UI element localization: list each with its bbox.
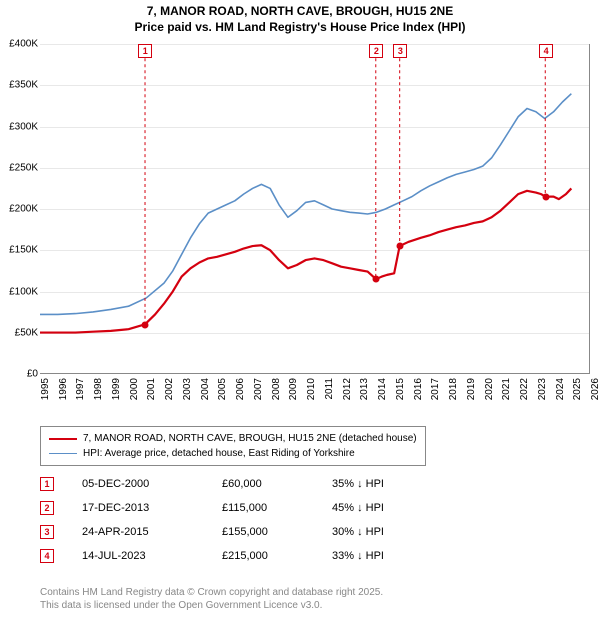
y-tick-label: £100K	[9, 286, 38, 297]
x-tick-label: 2016	[413, 378, 424, 400]
y-tick-label: £50K	[15, 327, 38, 338]
sales-row: 4 14-JUL-2023£215,00033% ↓ HPI	[40, 544, 452, 568]
x-tick-label: 2004	[200, 378, 211, 400]
legend-swatch	[49, 438, 77, 440]
sales-row-price: £215,000	[222, 550, 332, 562]
x-tick-label: 2017	[430, 378, 441, 400]
sales-row-pct: 45% ↓ HPI	[332, 502, 452, 514]
legend-item: 7, MANOR ROAD, NORTH CAVE, BROUGH, HU15 …	[49, 431, 417, 446]
y-tick-label: £250K	[9, 162, 38, 173]
sales-row-marker: 2	[40, 501, 54, 515]
x-tick-label: 2011	[324, 378, 335, 400]
series-line-hpi	[40, 94, 571, 315]
sale-marker-dot	[373, 276, 380, 283]
x-tick-label: 2018	[448, 378, 459, 400]
legend-item: HPI: Average price, detached house, East…	[49, 446, 417, 461]
footer-line-1: Contains HM Land Registry data © Crown c…	[40, 586, 383, 599]
sales-row-price: £155,000	[222, 526, 332, 538]
x-tick-label: 2021	[501, 378, 512, 400]
sale-marker-box: 1	[138, 44, 152, 58]
x-tick-label: 1999	[111, 378, 122, 400]
x-tick-label: 2014	[377, 378, 388, 400]
x-tick-label: 2003	[182, 378, 193, 400]
x-tick-label: 2009	[288, 378, 299, 400]
x-tick-label: 2026	[590, 378, 600, 400]
x-tick-label: 2024	[555, 378, 566, 400]
footer-line-2: This data is licensed under the Open Gov…	[40, 599, 383, 612]
title-line-1: 7, MANOR ROAD, NORTH CAVE, BROUGH, HU15 …	[0, 4, 600, 20]
sale-marker-dot	[142, 321, 149, 328]
x-tick-label: 2023	[537, 378, 548, 400]
chart-title: 7, MANOR ROAD, NORTH CAVE, BROUGH, HU15 …	[0, 0, 600, 35]
sales-row-date: 14-JUL-2023	[82, 550, 222, 562]
x-tick-label: 2008	[271, 378, 282, 400]
sales-row: 1 05-DEC-2000£60,00035% ↓ HPI	[40, 472, 452, 496]
sales-row-pct: 33% ↓ HPI	[332, 550, 452, 562]
legend-label: 7, MANOR ROAD, NORTH CAVE, BROUGH, HU15 …	[83, 431, 417, 446]
sales-row-marker: 4	[40, 549, 54, 563]
y-tick-label: £300K	[9, 121, 38, 132]
y-tick-label: £0	[27, 369, 38, 380]
sale-marker-box: 3	[393, 44, 407, 58]
series-line-property	[40, 188, 571, 332]
sale-marker-dot	[543, 193, 550, 200]
x-tick-label: 2010	[306, 378, 317, 400]
x-axis: 1995 1996 1997 1998 1999 2000 2001 2002 2003 2004…	[40, 374, 590, 422]
x-tick-label: 2002	[164, 378, 175, 400]
sales-row-price: £115,000	[222, 502, 332, 514]
x-tick-label: 2005	[217, 378, 228, 400]
plot-area: 1 23 4	[40, 44, 590, 374]
legend-swatch	[49, 453, 77, 454]
y-tick-label: £150K	[9, 245, 38, 256]
x-tick-label: 2019	[466, 378, 477, 400]
x-tick-label: 2006	[235, 378, 246, 400]
x-tick-label: 2022	[519, 378, 530, 400]
sales-row: 2 17-DEC-2013£115,00045% ↓ HPI	[40, 496, 452, 520]
sales-row-marker: 3	[40, 525, 54, 539]
sales-table: 1 05-DEC-2000£60,00035% ↓ HPI 2 17-DEC-2013…	[40, 472, 452, 568]
legend-label: HPI: Average price, detached house, East…	[83, 446, 355, 461]
y-axis: £0£50K£100K£150K£200K£250K£300K£350K£400…	[0, 44, 40, 374]
x-tick-label: 2012	[342, 378, 353, 400]
sales-row-pct: 30% ↓ HPI	[332, 526, 452, 538]
title-line-2: Price paid vs. HM Land Registry's House …	[0, 20, 600, 36]
chart-container: 7, MANOR ROAD, NORTH CAVE, BROUGH, HU15 …	[0, 0, 600, 620]
x-tick-label: 1998	[93, 378, 104, 400]
sales-row-pct: 35% ↓ HPI	[332, 478, 452, 490]
sales-row-date: 24-APR-2015	[82, 526, 222, 538]
x-tick-label: 2025	[572, 378, 583, 400]
x-tick-label: 1995	[40, 378, 51, 400]
x-tick-label: 2007	[253, 378, 264, 400]
footer-attribution: Contains HM Land Registry data © Crown c…	[40, 586, 383, 612]
y-tick-label: £200K	[9, 204, 38, 215]
x-tick-label: 2020	[484, 378, 495, 400]
sale-marker-dot	[397, 243, 404, 250]
sales-row: 3 24-APR-2015£155,00030% ↓ HPI	[40, 520, 452, 544]
x-tick-label: 1997	[75, 378, 86, 400]
x-tick-label: 2013	[359, 378, 370, 400]
sales-row-date: 05-DEC-2000	[82, 478, 222, 490]
sale-marker-box: 4	[539, 44, 553, 58]
sale-marker-box: 2	[369, 44, 383, 58]
x-tick-label: 1996	[58, 378, 69, 400]
sales-row-marker: 1	[40, 477, 54, 491]
legend: 7, MANOR ROAD, NORTH CAVE, BROUGH, HU15 …	[40, 426, 426, 466]
x-tick-label: 2000	[129, 378, 140, 400]
x-tick-label: 2015	[395, 378, 406, 400]
sales-row-price: £60,000	[222, 478, 332, 490]
y-tick-label: £400K	[9, 39, 38, 50]
y-tick-label: £350K	[9, 80, 38, 91]
chart-svg	[40, 44, 589, 374]
sales-row-date: 17-DEC-2013	[82, 502, 222, 514]
x-tick-label: 2001	[146, 378, 157, 400]
